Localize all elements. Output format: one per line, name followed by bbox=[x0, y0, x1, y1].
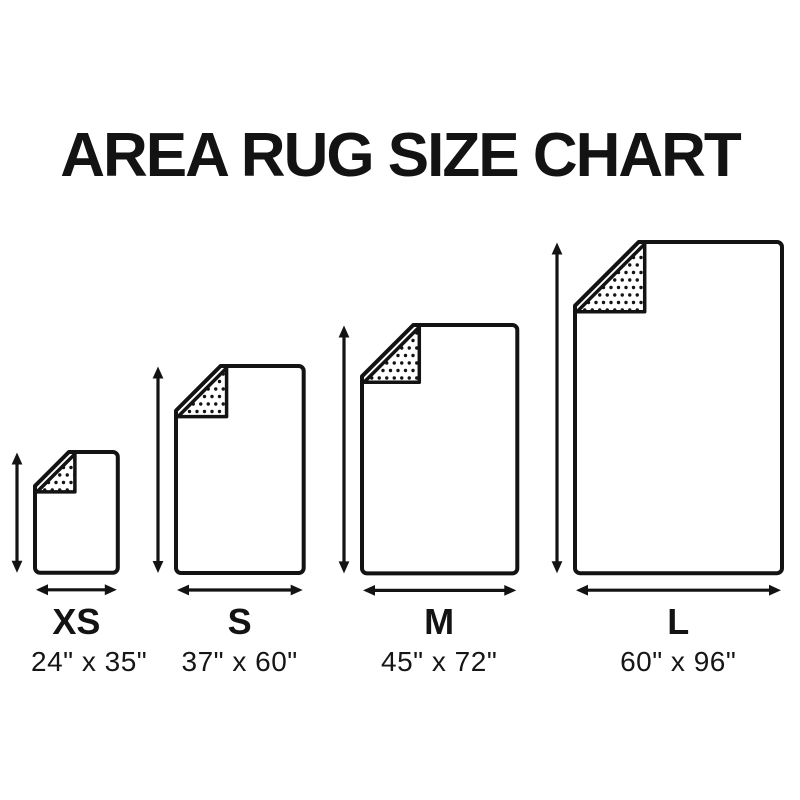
rug-group-l: L 60" x 96" bbox=[549, 239, 786, 676]
size-dimensions-m: 45" x 72" bbox=[381, 645, 498, 677]
height-arrow-icon bbox=[551, 242, 563, 573]
size-dimensions-l: 60" x 96" bbox=[620, 645, 737, 677]
rug-group-m: M 45" x 72" bbox=[336, 322, 521, 676]
width-arrow-icon bbox=[35, 584, 117, 596]
height-arrow-icon bbox=[11, 452, 23, 574]
rug-group-xs: XS 24" x 35" bbox=[9, 449, 148, 678]
size-label-l: L bbox=[667, 600, 690, 642]
size-dimensions-xs: 24" x 35" bbox=[31, 646, 148, 678]
page-title: AREA RUG SIZE CHART bbox=[60, 121, 742, 190]
rug-s-graphic bbox=[152, 364, 306, 596]
rug-body bbox=[359, 322, 519, 575]
rug-group-s: S 37" x 60" bbox=[150, 363, 308, 676]
rug-m-graphic bbox=[338, 322, 519, 596]
size-label-s: S bbox=[227, 601, 252, 642]
width-arrow-icon bbox=[575, 584, 781, 596]
size-dimensions-s: 37" x 60" bbox=[181, 646, 298, 677]
size-label-xs: XS bbox=[52, 601, 101, 643]
rug-l-graphic bbox=[551, 239, 784, 596]
width-arrow-icon bbox=[176, 584, 303, 596]
height-arrow-icon bbox=[338, 325, 349, 573]
width-arrow-icon bbox=[362, 584, 516, 596]
rug-body bbox=[572, 239, 784, 575]
rug-folded-corner bbox=[574, 242, 647, 314]
rug-folded-corner bbox=[35, 452, 77, 494]
size-label-m: M bbox=[424, 600, 455, 642]
rug-folded-corner bbox=[361, 324, 421, 384]
rug-xs-graphic bbox=[11, 450, 120, 596]
rug-folded-corner bbox=[176, 366, 229, 419]
height-arrow-icon bbox=[152, 366, 164, 573]
